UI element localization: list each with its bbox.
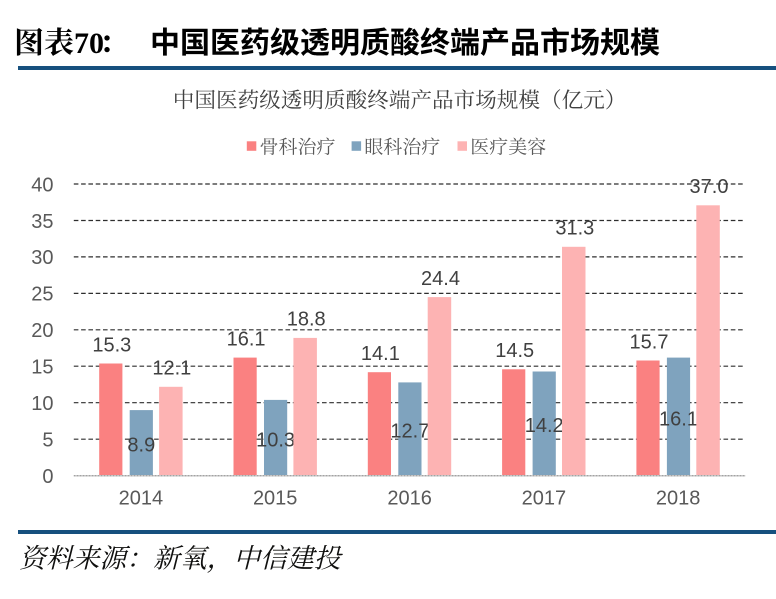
svg-text:16.1: 16.1 [659,408,698,430]
svg-text:15.7: 15.7 [630,331,669,353]
svg-text:31.3: 31.3 [555,218,594,240]
svg-text:35: 35 [31,211,53,233]
svg-text:37.0: 37.0 [690,176,729,198]
svg-text:14.2: 14.2 [525,415,564,437]
svg-text:25: 25 [31,284,53,306]
svg-text:2017: 2017 [522,488,567,510]
svg-text:0: 0 [42,466,53,488]
svg-text:14.5: 14.5 [495,340,534,362]
svg-text:24.4: 24.4 [421,268,460,290]
svg-text:15.3: 15.3 [92,334,131,356]
svg-text:10.3: 10.3 [256,430,295,452]
svg-text:30: 30 [31,247,53,269]
svg-text:12.7: 12.7 [390,421,429,443]
svg-text:10: 10 [31,393,53,415]
svg-text:2018: 2018 [656,488,701,510]
svg-text:16.1: 16.1 [227,328,266,350]
svg-text:18.8: 18.8 [287,309,326,331]
svg-text:14.1: 14.1 [361,343,400,365]
svg-text:8.9: 8.9 [127,435,155,457]
svg-text:2014: 2014 [119,488,164,510]
svg-text:12.1: 12.1 [152,358,191,380]
svg-text:2016: 2016 [387,488,432,510]
svg-text:40: 40 [31,174,53,196]
svg-text:2015: 2015 [253,488,298,510]
svg-text:20: 20 [31,320,53,342]
svg-text:15: 15 [31,357,53,379]
svg-text:70: 70 [74,27,104,60]
svg-text:5: 5 [42,430,53,452]
